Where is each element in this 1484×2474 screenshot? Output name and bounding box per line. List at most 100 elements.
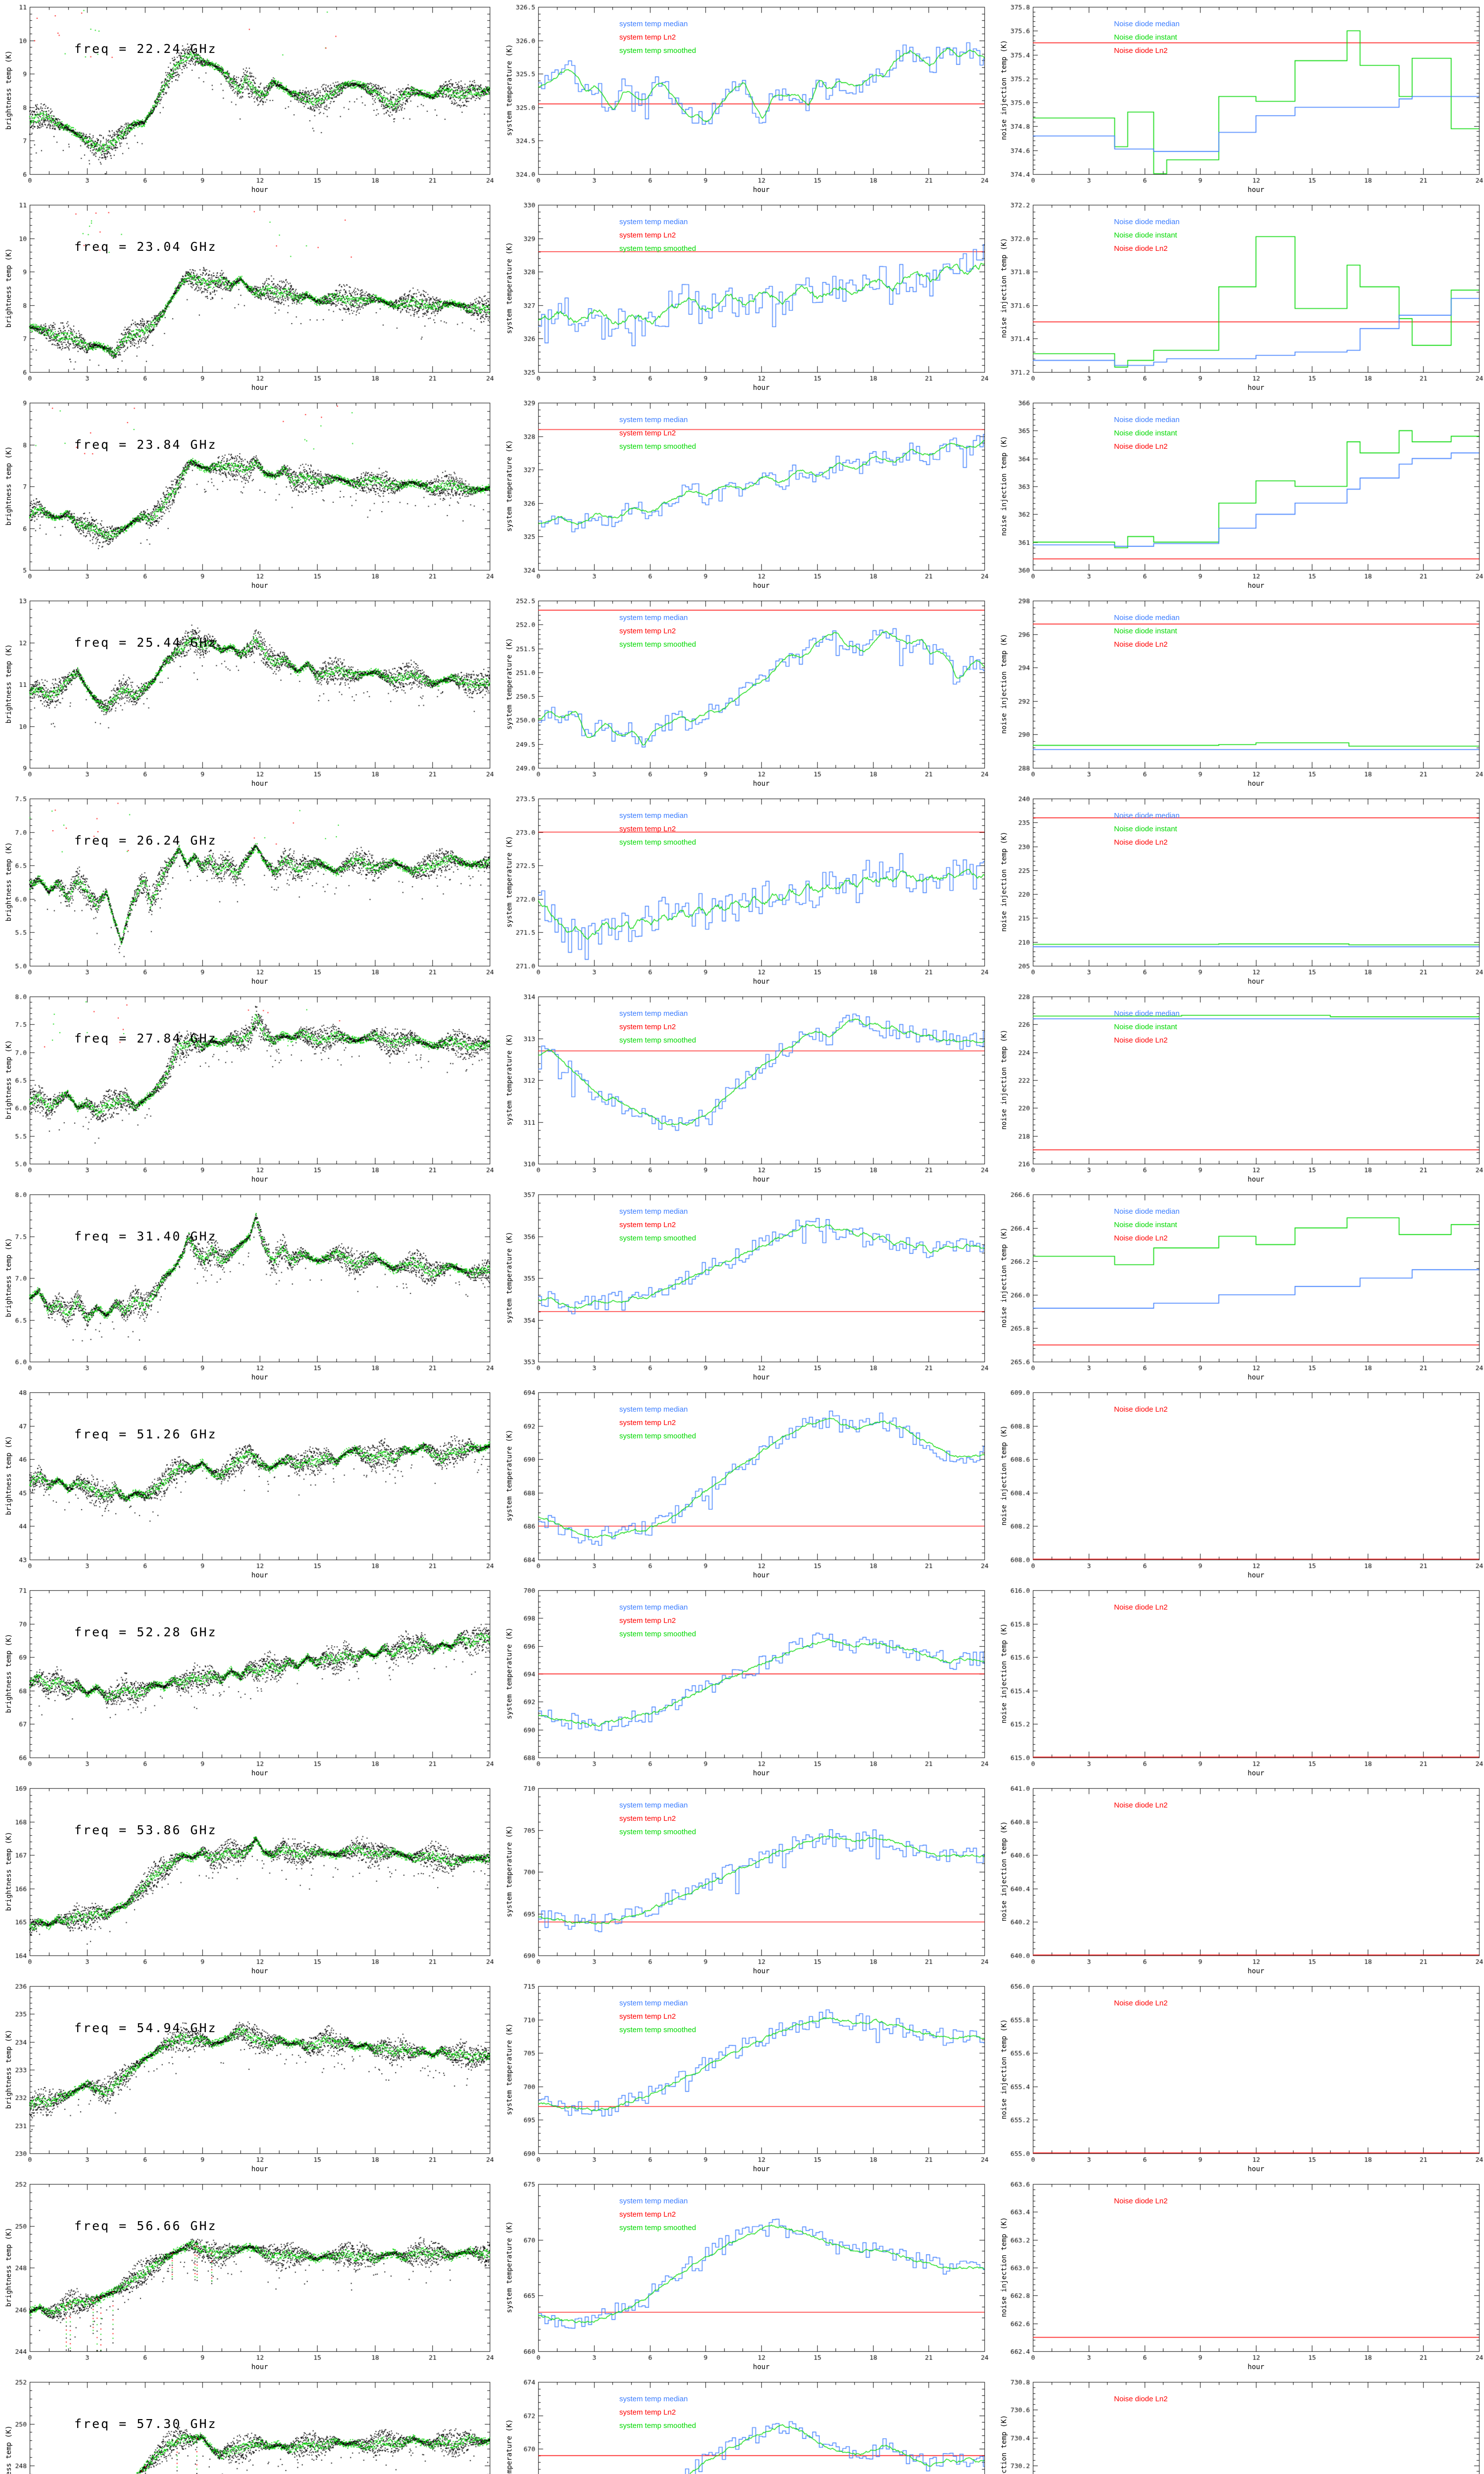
y-axis-label: system temperature (K) bbox=[506, 1034, 513, 1126]
y-axis-label: noise injection temp (K) bbox=[1000, 238, 1008, 338]
plot-title-freq: freq = 26.24 GHz bbox=[74, 833, 217, 848]
legend-system-temp-ln2: system temp Ln2 bbox=[619, 2408, 676, 2417]
plot-brightness-row10-canvas bbox=[0, 1781, 495, 1979]
y-axis-label: brightness temp (K) bbox=[5, 1040, 13, 1120]
legend-system-temp-median: system temp median bbox=[619, 1207, 688, 1216]
plot-systemp-row6: system temperature (K) hour system temp me… bbox=[495, 990, 989, 1188]
legend-system-temp-smoothed: system temp smoothed bbox=[619, 838, 696, 847]
plot-title-freq: freq = 54.94 GHz bbox=[74, 2021, 217, 2035]
y-axis-label: system temperature (K) bbox=[506, 1627, 513, 1719]
x-axis-label: hour bbox=[1248, 1769, 1264, 1777]
y-axis-label: brightness temp (K) bbox=[5, 2227, 13, 2307]
y-axis-label: brightness temp (K) bbox=[5, 2425, 13, 2474]
plot-brightness-row10: brightness temp (K) hour freq = 53.86 GHz bbox=[0, 1781, 495, 1979]
plot-noise-row11: noise injection temp (K) hour Noise diode … bbox=[989, 1979, 1484, 2177]
plot-systemp-row7-canvas bbox=[495, 1188, 989, 1385]
plot-title-freq: freq = 51.26 GHz bbox=[74, 1427, 217, 1441]
plot-brightness-row6: brightness temp (K) hour freq = 27.84 GHz bbox=[0, 990, 495, 1188]
x-axis-label: hour bbox=[1248, 2363, 1264, 2371]
plot-brightness-row3-canvas bbox=[0, 396, 495, 594]
plot-brightness-row12-canvas bbox=[0, 2177, 495, 2375]
legend-noise-diode-ln2: Noise diode Ln2 bbox=[1114, 640, 1168, 649]
x-axis-label: hour bbox=[753, 2363, 770, 2371]
plot-noise-row9-canvas bbox=[989, 1583, 1484, 1781]
x-axis-label: hour bbox=[1248, 582, 1264, 590]
legend-system-temp-ln2: system temp Ln2 bbox=[619, 33, 676, 42]
legend-system-temp-ln2: system temp Ln2 bbox=[619, 627, 676, 635]
legend-noise-diode-ln2: Noise diode Ln2 bbox=[1114, 1603, 1168, 1612]
x-axis-label: hour bbox=[251, 1176, 268, 1184]
legend-noise-diode-instant: Noise diode instant bbox=[1114, 1023, 1177, 1031]
y-axis-label: noise injection temp (K) bbox=[1000, 1029, 1008, 1130]
y-axis-label: noise injection temp (K) bbox=[1000, 1623, 1008, 1724]
plot-noise-row11-canvas bbox=[989, 1979, 1484, 2177]
plot-systemp-row11-canvas bbox=[495, 1979, 989, 2177]
legend-system-temp-smoothed: system temp smoothed bbox=[619, 244, 696, 253]
plot-title-freq: freq = 56.66 GHz bbox=[74, 2219, 217, 2233]
plot-title-freq: freq = 27.84 GHz bbox=[74, 1031, 217, 1046]
legend-system-temp-ln2: system temp Ln2 bbox=[619, 1419, 676, 1427]
x-axis-label: hour bbox=[753, 384, 770, 392]
legend-system-temp-median: system temp median bbox=[619, 614, 688, 622]
legend-system-temp-ln2: system temp Ln2 bbox=[619, 1221, 676, 1229]
x-axis-label: hour bbox=[1248, 780, 1264, 788]
y-axis-label: system temperature (K) bbox=[506, 1232, 513, 1324]
plot-systemp-row2: system temperature (K) hour system temp me… bbox=[495, 198, 989, 396]
plot-brightness-row5-canvas bbox=[0, 792, 495, 990]
x-axis-label: hour bbox=[1248, 1374, 1264, 1381]
x-axis-label: hour bbox=[251, 1571, 268, 1579]
plot-brightness-row2-canvas bbox=[0, 198, 495, 396]
legend-noise-diode-instant: Noise diode instant bbox=[1114, 825, 1177, 833]
plot-title-freq: freq = 52.28 GHz bbox=[74, 1625, 217, 1639]
legend-system-temp-smoothed: system temp smoothed bbox=[619, 1234, 696, 1242]
plot-noise-row4-canvas bbox=[989, 594, 1484, 792]
y-axis-label: brightness temp (K) bbox=[5, 50, 13, 130]
y-axis-label: brightness temp (K) bbox=[5, 644, 13, 724]
legend-noise-diode-ln2: Noise diode Ln2 bbox=[1114, 1036, 1168, 1045]
plot-noise-row3-canvas bbox=[989, 396, 1484, 594]
y-axis-label: brightness temp (K) bbox=[5, 248, 13, 328]
y-axis-label: noise injection temp (K) bbox=[1000, 1821, 1008, 1922]
plot-brightness-row2: brightness temp (K) hour freq = 23.04 GHz bbox=[0, 198, 495, 396]
legend-system-temp-smoothed: system temp smoothed bbox=[619, 2224, 696, 2232]
legend-noise-diode-ln2: Noise diode Ln2 bbox=[1114, 47, 1168, 55]
legend-system-temp-ln2: system temp Ln2 bbox=[619, 1814, 676, 1823]
plot-noise-row5-canvas bbox=[989, 792, 1484, 990]
legend-system-temp-smoothed: system temp smoothed bbox=[619, 1630, 696, 1638]
y-axis-label: system temperature (K) bbox=[506, 638, 513, 730]
y-axis-label: brightness temp (K) bbox=[5, 842, 13, 922]
plot-noise-row12-canvas bbox=[989, 2177, 1484, 2375]
x-axis-label: hour bbox=[753, 1176, 770, 1184]
y-axis-label: noise injection temp (K) bbox=[1000, 2217, 1008, 2318]
legend-system-temp-smoothed: system temp smoothed bbox=[619, 640, 696, 649]
plot-brightness-row8-canvas bbox=[0, 1385, 495, 1583]
plot-brightness-row9: brightness temp (K) hour freq = 52.28 GHz bbox=[0, 1583, 495, 1781]
plot-title-freq: freq = 57.30 GHz bbox=[74, 2417, 217, 2431]
y-axis-label: system temperature (K) bbox=[506, 2221, 513, 2313]
legend-noise-diode-ln2: Noise diode Ln2 bbox=[1114, 1999, 1168, 2007]
legend-system-temp-median: system temp median bbox=[619, 416, 688, 424]
legend-system-temp-smoothed: system temp smoothed bbox=[619, 2422, 696, 2430]
legend-noise-diode-ln2: Noise diode Ln2 bbox=[1114, 442, 1168, 451]
y-axis-label: noise injection temp (K) bbox=[1000, 1425, 1008, 1526]
x-axis-label: hour bbox=[1248, 978, 1264, 986]
legend-system-temp-smoothed: system temp smoothed bbox=[619, 442, 696, 451]
plot-title-freq: freq = 31.40 GHz bbox=[74, 1229, 217, 1243]
plot-noise-row8-canvas bbox=[989, 1385, 1484, 1583]
plot-noise-row10-canvas bbox=[989, 1781, 1484, 1979]
plot-brightness-row12: brightness temp (K) hour freq = 56.66 GHz bbox=[0, 2177, 495, 2375]
legend-noise-diode-ln2: Noise diode Ln2 bbox=[1114, 1801, 1168, 1809]
plot-noise-row6-canvas bbox=[989, 990, 1484, 1188]
plot-brightness-row11: brightness temp (K) hour freq = 54.94 GHz bbox=[0, 1979, 495, 2177]
y-axis-label: brightness temp (K) bbox=[5, 1831, 13, 1911]
legend-noise-diode-instant: Noise diode instant bbox=[1114, 33, 1177, 42]
plot-systemp-row13-canvas bbox=[495, 2375, 989, 2474]
x-axis-label: hour bbox=[1248, 186, 1264, 194]
plot-systemp-row3-canvas bbox=[495, 396, 989, 594]
plot-systemp-row10-canvas bbox=[495, 1781, 989, 1979]
legend-noise-diode-ln2: Noise diode Ln2 bbox=[1114, 1234, 1168, 1242]
plot-brightness-row7-canvas bbox=[0, 1188, 495, 1385]
plot-systemp-row8-canvas bbox=[495, 1385, 989, 1583]
plot-systemp-row1-canvas bbox=[495, 0, 989, 198]
